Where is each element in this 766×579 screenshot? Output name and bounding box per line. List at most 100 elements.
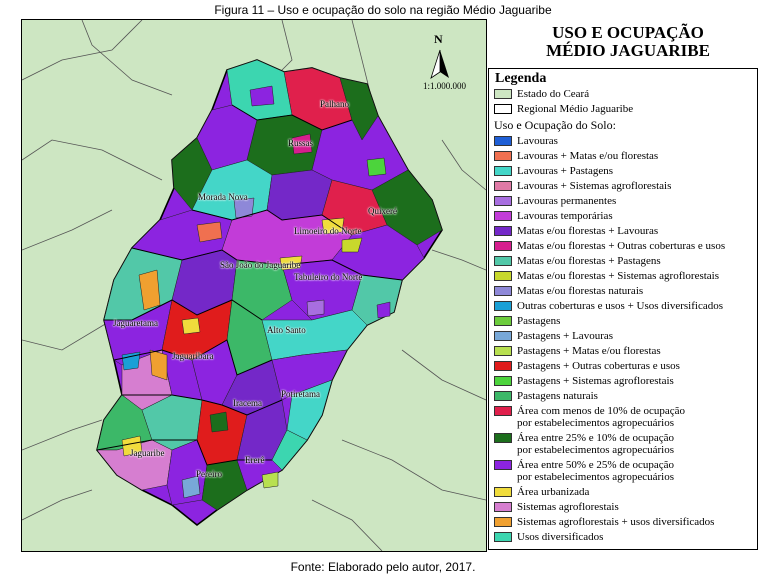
legend-item: Lavouras: [494, 135, 757, 147]
legend-label: Pastagens: [517, 315, 561, 327]
legend-item: Área entre 50% e 25% de ocupação por est…: [494, 459, 757, 483]
legend-swatch: [494, 136, 512, 146]
map-label: Limoeiro do Norte: [294, 226, 362, 236]
source-note: Fonte: Elaborado pelo autor, 2017.: [290, 560, 476, 574]
legend-item: Lavouras + Pastagens: [494, 165, 757, 177]
legend-label: Pastagens + Outras coberturas e usos: [517, 360, 680, 372]
legend-subtitle: Uso e Ocupação do Solo:: [494, 118, 616, 132]
state-municipal-borders: [22, 20, 486, 551]
legend-swatch: [494, 301, 512, 311]
map-label: Palhano: [320, 99, 349, 109]
legend-label: Pastagens + Lavouras: [517, 330, 614, 342]
legend-items: Lavouras Lavouras + Matas e/ou florestas L…: [489, 135, 757, 543]
legend-item: Sistemas agroflorestais + usos diversifi…: [494, 516, 757, 528]
legend-item: Matas e/ou florestas + Lavouras: [494, 225, 757, 237]
legend-swatch: [494, 487, 512, 497]
land-use-patches: [96, 59, 443, 511]
legend-label: Área entre 25% e 10% de ocupação por est…: [517, 432, 674, 456]
legend-label: Usos diversificados: [517, 531, 604, 543]
legend-swatch: [494, 211, 512, 221]
legend-swatch: [494, 196, 512, 206]
map-title: USO E OCUPAÇÃO MÉDIO JAGUARIBE: [497, 24, 759, 60]
legend-item: Pastagens + Lavouras: [494, 330, 757, 342]
legend-swatch: [494, 361, 512, 371]
legend-label: Outras coberturas e usos + Usos diversif…: [517, 300, 723, 312]
legend-item: Lavouras + Matas e/ou florestas: [494, 150, 757, 162]
legend-label: Área com menos de 10% de ocupação por es…: [517, 405, 685, 429]
legend-label: Estado do Ceará: [517, 88, 590, 100]
legend-swatch: [494, 532, 512, 542]
legend-item: Pastagens + Sistemas agroflorestais: [494, 375, 757, 387]
legend-label: Lavouras + Sistemas agroflorestais: [517, 180, 672, 192]
legend-swatch: [494, 406, 512, 416]
legend-swatch: [494, 166, 512, 176]
legend-item: Lavouras + Sistemas agroflorestais: [494, 180, 757, 192]
legend-label: Lavouras temporárias: [517, 210, 613, 222]
legend-item: Área com menos de 10% de ocupação por es…: [494, 405, 757, 429]
map-label: São João do Jaguaribe: [220, 260, 301, 270]
legend-item: Pastagens naturais: [494, 390, 757, 402]
legend-swatch: [494, 316, 512, 326]
legend-item: Pastagens + Matas e/ou florestas: [494, 345, 757, 357]
legend-label: Sistemas agroflorestais + usos diversifi…: [517, 516, 715, 528]
map-label: Alto Santo: [267, 325, 306, 335]
legend-item: Lavouras permanentes: [494, 195, 757, 207]
legend-swatch: [494, 346, 512, 356]
legend-label: Área urbanizada: [517, 486, 590, 498]
legend-item: Matas e/ou florestas + Outras coberturas…: [494, 240, 757, 252]
legend-swatch: [494, 151, 512, 161]
legend-swatch: [494, 391, 512, 401]
map-label: Iracema: [233, 398, 262, 408]
legend-item: Área entre 25% e 10% de ocupação por est…: [494, 432, 757, 456]
legend-label: Lavouras: [517, 135, 558, 147]
legend-swatch: [494, 502, 512, 512]
legend-swatch: [494, 286, 512, 296]
map-title-line2: MÉDIO JAGUARIBE: [546, 41, 710, 60]
map-label: Russas: [288, 138, 314, 148]
legend-swatch: [494, 241, 512, 251]
map-canvas: [22, 20, 486, 551]
legend-item: Área urbanizada: [494, 486, 757, 498]
legend-label: Matas e/ou florestas + Outras coberturas…: [517, 240, 726, 252]
legend-label: Regional Médio Jaguaribe: [517, 103, 634, 115]
legend-label: Área entre 50% e 25% de ocupação por est…: [517, 459, 674, 483]
legend-label: Matas e/ou florestas + Lavouras: [517, 225, 659, 237]
legend-item: Pastagens: [494, 315, 757, 327]
legend-swatch: [494, 331, 512, 341]
map-scale: 1:1.000.000: [423, 81, 467, 91]
legend-item: Usos diversificados: [494, 531, 757, 543]
legend-item: Lavouras temporárias: [494, 210, 757, 222]
map-label: Jaguaribara: [172, 351, 214, 361]
legend: Legenda Estado do Ceará Regional Médio J…: [488, 68, 758, 550]
map-label: Ererê: [245, 455, 265, 465]
map-label: Jaguaribe: [130, 448, 165, 458]
legend-label: Pastagens + Sistemas agroflorestais: [517, 375, 674, 387]
legend-label: Matas e/ou florestas + Pastagens: [517, 255, 661, 267]
legend-label: Pastagens + Matas e/ou florestas: [517, 345, 661, 357]
legend-item: Pastagens + Outras coberturas e usos: [494, 360, 757, 372]
legend-item: Matas e/ou florestas naturais: [494, 285, 757, 297]
legend-item: Matas e/ou florestas + Sistemas agroflor…: [494, 270, 757, 282]
map-label: Pereiro: [196, 469, 222, 479]
map-label: Tabuleiro do Norte: [294, 272, 363, 282]
legend-swatch: [494, 517, 512, 527]
legend-region: Regional Médio Jaguaribe: [494, 103, 757, 115]
map-label: Potiretama: [281, 389, 320, 399]
regional-municipal-borders: [96, 104, 403, 466]
legend-swatch: [494, 181, 512, 191]
legend-label: Matas e/ou florestas naturais: [517, 285, 644, 297]
map-frame: N: [21, 19, 487, 552]
legend-label: Lavouras + Pastagens: [517, 165, 614, 177]
legend-swatch: [494, 226, 512, 236]
north-arrow-icon: [430, 49, 449, 79]
map-label: Jaguaretama: [113, 318, 158, 328]
map-label: Quixeré: [368, 206, 397, 216]
legend-label: Lavouras permanentes: [517, 195, 617, 207]
figure-caption: Figura 11 – Uso e ocupação do solo na re…: [214, 3, 552, 17]
map-label: Morada Nova: [198, 192, 248, 202]
legend-label: Sistemas agroflorestais: [517, 501, 619, 513]
legend-state: Estado do Ceará: [494, 88, 757, 100]
legend-swatch: [494, 271, 512, 281]
legend-swatch: [494, 376, 512, 386]
legend-item: Outras coberturas e usos + Usos diversif…: [494, 300, 757, 312]
